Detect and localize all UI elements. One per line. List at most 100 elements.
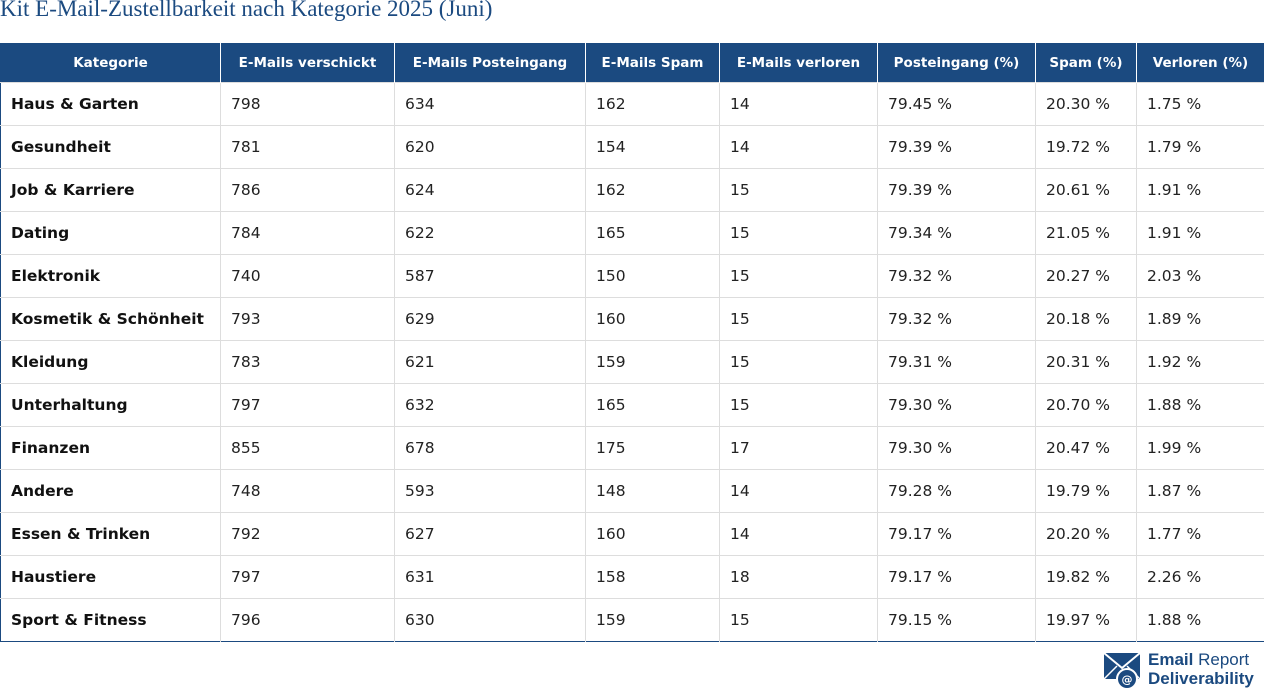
- column-header: Posteingang (%): [878, 44, 1036, 83]
- category-cell: Haustiere: [1, 556, 221, 599]
- column-header: E-Mails Spam: [586, 44, 720, 83]
- category-cell: Dating: [1, 212, 221, 255]
- column-header: E-Mails verschickt: [221, 44, 395, 83]
- value-cell: 79.28 %: [878, 470, 1036, 513]
- category-cell: Andere: [1, 470, 221, 513]
- value-cell: 79.45 %: [878, 83, 1036, 126]
- value-cell: 798: [221, 83, 395, 126]
- value-cell: 162: [586, 169, 720, 212]
- category-cell: Sport & Fitness: [1, 599, 221, 642]
- value-cell: 79.15 %: [878, 599, 1036, 642]
- value-cell: 627: [395, 513, 586, 556]
- value-cell: 15: [720, 255, 878, 298]
- value-cell: 79.39 %: [878, 169, 1036, 212]
- value-cell: 148: [586, 470, 720, 513]
- envelope-at-icon: @: [1103, 652, 1143, 690]
- value-cell: 165: [586, 212, 720, 255]
- value-cell: 621: [395, 341, 586, 384]
- category-cell: Kleidung: [1, 341, 221, 384]
- value-cell: 79.17 %: [878, 556, 1036, 599]
- value-cell: 15: [720, 212, 878, 255]
- value-cell: 622: [395, 212, 586, 255]
- value-cell: 79.31 %: [878, 341, 1036, 384]
- value-cell: 781: [221, 126, 395, 169]
- value-cell: 19.79 %: [1036, 470, 1137, 513]
- value-cell: 1.75 %: [1137, 83, 1264, 126]
- email-report-deliverability-logo: @ Email Report Deliverability: [1103, 650, 1263, 690]
- value-cell: 630: [395, 599, 586, 642]
- value-cell: 19.72 %: [1036, 126, 1137, 169]
- value-cell: 14: [720, 126, 878, 169]
- category-cell: Job & Karriere: [1, 169, 221, 212]
- value-cell: 1.88 %: [1137, 599, 1264, 642]
- value-cell: 20.30 %: [1036, 83, 1137, 126]
- value-cell: 855: [221, 427, 395, 470]
- value-cell: 150: [586, 255, 720, 298]
- value-cell: 678: [395, 427, 586, 470]
- value-cell: 154: [586, 126, 720, 169]
- value-cell: 1.79 %: [1137, 126, 1264, 169]
- value-cell: 159: [586, 599, 720, 642]
- value-cell: 620: [395, 126, 586, 169]
- value-cell: 79.32 %: [878, 298, 1036, 341]
- value-cell: 1.91 %: [1137, 212, 1264, 255]
- category-cell: Haus & Garten: [1, 83, 221, 126]
- value-cell: 1.89 %: [1137, 298, 1264, 341]
- value-cell: 786: [221, 169, 395, 212]
- value-cell: 21.05 %: [1036, 212, 1137, 255]
- value-cell: 14: [720, 470, 878, 513]
- logo-word-report: Report: [1198, 650, 1249, 669]
- value-cell: 793: [221, 298, 395, 341]
- category-cell: Kosmetik & Schönheit: [1, 298, 221, 341]
- value-cell: 79.34 %: [878, 212, 1036, 255]
- logo-text: Email Report Deliverability: [1148, 650, 1254, 688]
- value-cell: 15: [720, 599, 878, 642]
- value-cell: 629: [395, 298, 586, 341]
- value-cell: 1.92 %: [1137, 341, 1264, 384]
- value-cell: 1.99 %: [1137, 427, 1264, 470]
- column-header: Verloren (%): [1137, 44, 1264, 83]
- value-cell: 15: [720, 169, 878, 212]
- value-cell: 797: [221, 384, 395, 427]
- value-cell: 19.82 %: [1036, 556, 1137, 599]
- value-cell: 18: [720, 556, 878, 599]
- category-cell: Essen & Trinken: [1, 513, 221, 556]
- value-cell: 20.70 %: [1036, 384, 1137, 427]
- value-cell: 1.77 %: [1137, 513, 1264, 556]
- value-cell: 160: [586, 298, 720, 341]
- value-cell: 158: [586, 556, 720, 599]
- value-cell: 593: [395, 470, 586, 513]
- column-header: Kategorie: [1, 44, 221, 83]
- value-cell: 784: [221, 212, 395, 255]
- value-cell: 79.39 %: [878, 126, 1036, 169]
- value-cell: 796: [221, 599, 395, 642]
- value-cell: 631: [395, 556, 586, 599]
- value-cell: 1.88 %: [1137, 384, 1264, 427]
- logo-word-deliverability: Deliverability: [1148, 669, 1254, 688]
- category-cell: Gesundheit: [1, 126, 221, 169]
- value-cell: 1.87 %: [1137, 470, 1264, 513]
- value-cell: 634: [395, 83, 586, 126]
- value-cell: 15: [720, 341, 878, 384]
- value-cell: 79.17 %: [878, 513, 1036, 556]
- value-cell: 20.27 %: [1036, 255, 1137, 298]
- value-cell: 748: [221, 470, 395, 513]
- value-cell: 2.03 %: [1137, 255, 1264, 298]
- value-cell: 14: [720, 513, 878, 556]
- value-cell: 2.26 %: [1137, 556, 1264, 599]
- column-header: Spam (%): [1036, 44, 1137, 83]
- value-cell: 79.32 %: [878, 255, 1036, 298]
- page-title: Kit E-Mail-Zustellbarkeit nach Kategorie…: [0, 0, 492, 22]
- value-cell: 79.30 %: [878, 384, 1036, 427]
- svg-text:@: @: [1122, 673, 1133, 686]
